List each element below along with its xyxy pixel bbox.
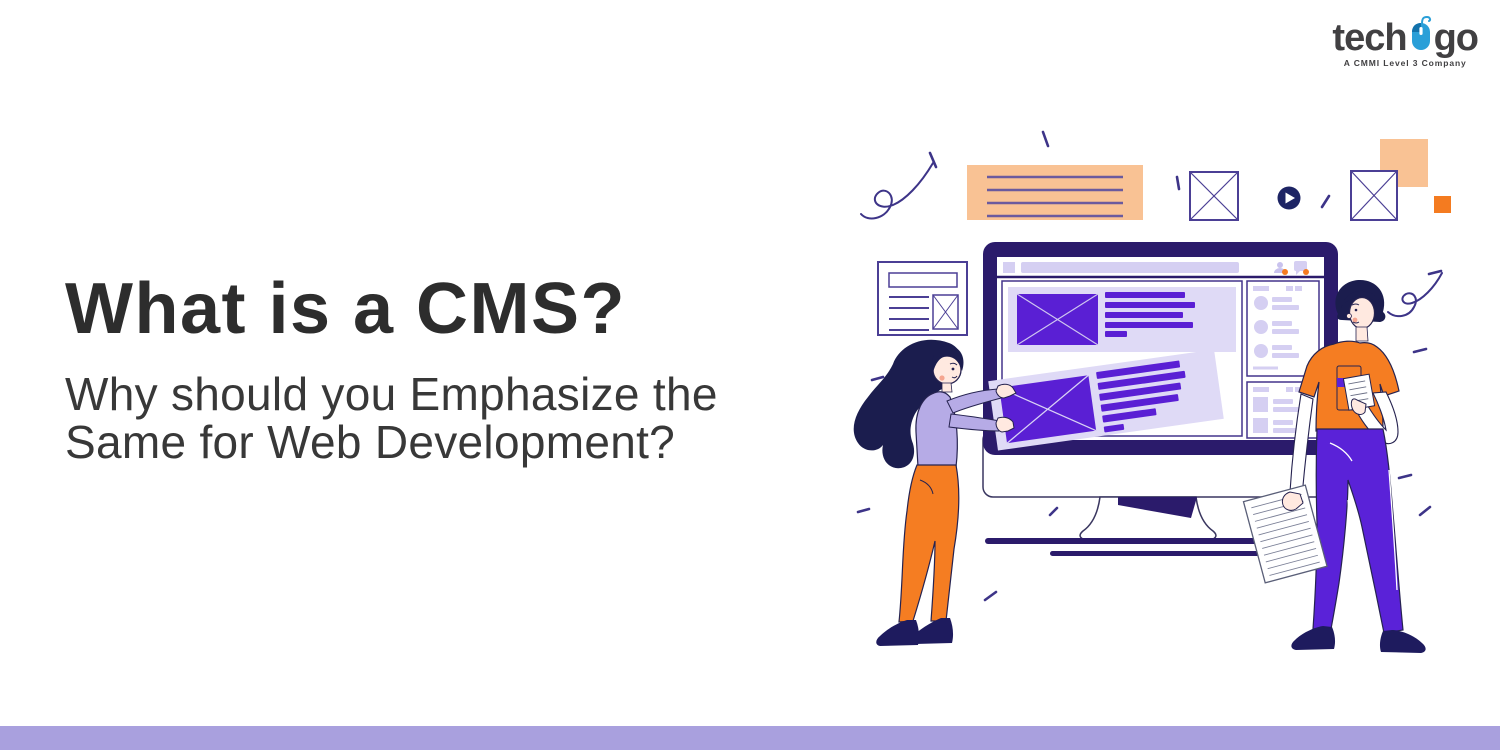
- subtitle-line-1: Why should you Emphasize the: [65, 367, 718, 420]
- monitor-stand: [985, 496, 1310, 556]
- user-icon: [1274, 262, 1288, 275]
- footer-bar: [0, 726, 1500, 750]
- wireframe-card: [877, 261, 968, 336]
- woman-shoe-left: [876, 620, 920, 646]
- woman-shoe-right: [911, 618, 954, 644]
- man-shoe-right: [1379, 630, 1426, 653]
- hero-text: What is a CMS? Why should you Emphasize …: [65, 269, 718, 469]
- brand-name-suffix: go: [1433, 17, 1479, 59]
- image-placeholder-icon-2: [1350, 170, 1398, 221]
- confetti-ticks: [856, 130, 1443, 602]
- woman-editor: [853, 339, 1017, 646]
- play-button-icon: [1277, 186, 1301, 210]
- squiggle-right-icon: [1387, 272, 1443, 318]
- squiggle-left-icon: [860, 162, 934, 220]
- man-with-coffee-and-document: [1242, 280, 1426, 653]
- subtitle-line-2: Same for Web Development?: [65, 416, 676, 469]
- document: [1242, 484, 1328, 584]
- mouse-icon: [1409, 14, 1433, 57]
- text-block-placeholder: [967, 165, 1143, 220]
- man-pants: [1312, 428, 1404, 634]
- content-card: [1008, 287, 1236, 352]
- tilted-content-card: [988, 349, 1224, 451]
- image-placeholder-icon-1: [1189, 171, 1239, 221]
- brand-tagline: A CMMI Level 3 Company: [1343, 58, 1467, 68]
- page-title: What is a CMS?: [65, 269, 627, 349]
- chat-icon: [1294, 261, 1309, 275]
- cms-illustration: [840, 100, 1460, 660]
- brand-name-prefix: tech: [1332, 17, 1407, 59]
- woman-pants: [898, 464, 960, 623]
- sidebar-user-list: [1246, 280, 1320, 377]
- browser-bar: [997, 261, 1324, 279]
- page-subtitle: Why should you Emphasize the Same for We…: [65, 367, 718, 469]
- brand-logo: tech go A CMMI Level 3 Company: [1332, 14, 1479, 68]
- man-shoe-left: [1291, 626, 1336, 650]
- orange-square: [1434, 196, 1451, 213]
